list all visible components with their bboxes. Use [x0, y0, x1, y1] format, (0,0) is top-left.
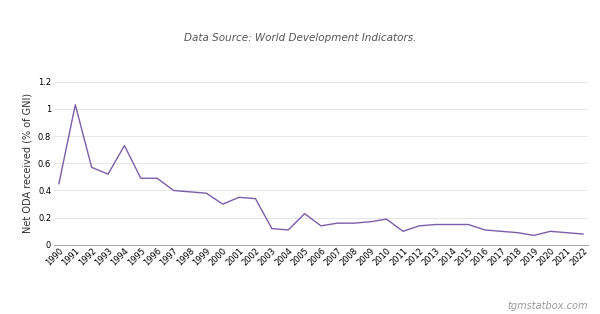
- Text: tgmstatbox.com: tgmstatbox.com: [508, 301, 588, 311]
- Text: Data Source: World Development Indicators.: Data Source: World Development Indicator…: [184, 33, 416, 43]
- Text: BOX: BOX: [57, 8, 83, 21]
- Text: STAT: STAT: [24, 8, 58, 21]
- Text: ◆: ◆: [6, 8, 16, 21]
- Y-axis label: Net ODA received (% of GNI): Net ODA received (% of GNI): [22, 93, 32, 233]
- Text: Net ODA Received in India (1990–2022): Yearly Data Overview: Net ODA Received in India (1990–2022): Y…: [56, 7, 544, 21]
